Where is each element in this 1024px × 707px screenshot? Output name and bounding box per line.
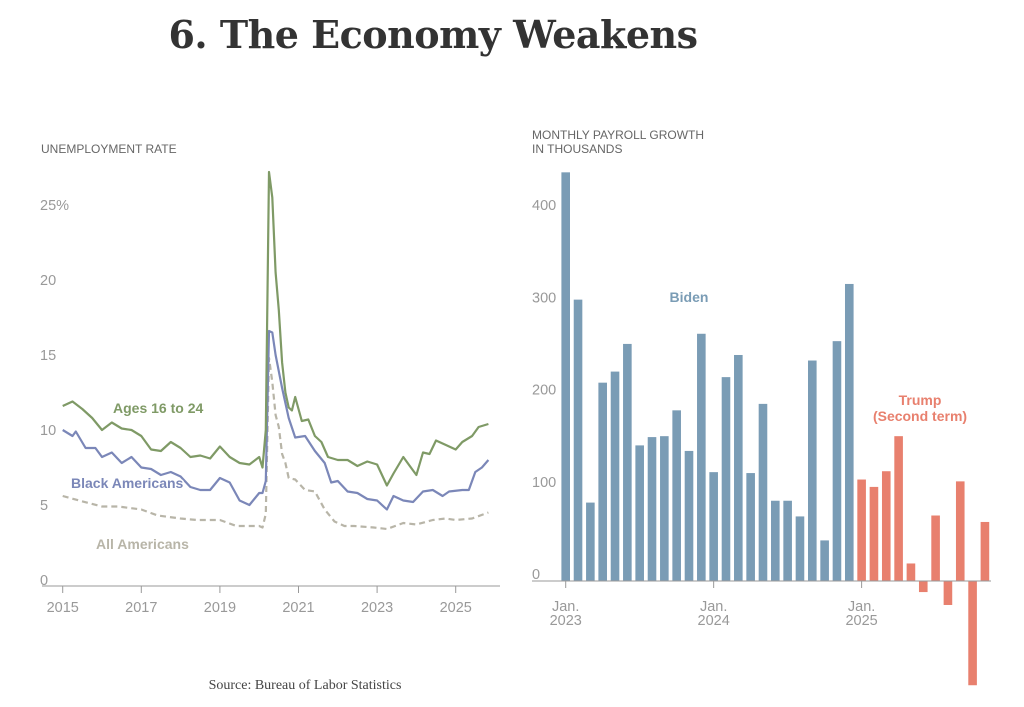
x-tick-label: 2023 — [361, 600, 393, 616]
series-label-youth: Ages 16 to 24 — [113, 400, 203, 416]
bar-2025-06 — [918, 581, 928, 593]
bar-2023-07 — [635, 445, 644, 581]
bar-2025-08 — [943, 581, 953, 605]
y-tick-label: 400 — [532, 198, 556, 214]
x-tick-label: 2021 — [282, 600, 314, 616]
x-tick-year: 2025 — [845, 613, 877, 629]
bar-2025-10 — [968, 581, 977, 686]
bar-2023-05 — [610, 371, 620, 581]
source-note: Source: Bureau of Labor Statistics — [208, 678, 402, 693]
bar-2024-07 — [783, 500, 792, 581]
bar-2023-03 — [586, 502, 595, 581]
right-chart-title-line1: MONTHLY PAYROLL GROWTH — [532, 128, 704, 142]
series-line-black-americans — [62, 329, 490, 511]
unemployment-chart: 0 5 10 15 20 25% 2015 2017 2019 2021 2023 2025 — [40, 170, 500, 616]
bar-2025-02 — [869, 486, 879, 581]
x-tick-label: 2019 — [204, 600, 236, 616]
bar-2023-12 — [697, 333, 706, 581]
y-tick-label: 0 — [40, 573, 48, 589]
bar-2023-01 — [561, 172, 570, 581]
y-tick-label: 15 — [40, 348, 56, 364]
bar-2024-02 — [721, 377, 731, 581]
bar-2023-04 — [598, 382, 607, 581]
series-line-ages-16-to-24 — [62, 170, 489, 487]
bar-2024-06 — [771, 500, 780, 581]
bar-2024-11 — [832, 341, 842, 581]
bar-2023-08 — [647, 437, 657, 581]
x-tick-month: Jan. — [552, 599, 579, 615]
left-chart-title: UNEMPLOYMENT RATE — [41, 142, 177, 156]
bar-2023-02 — [573, 299, 583, 581]
x-tick-label: 2017 — [125, 600, 157, 616]
page-title: 6. The Economy Weakens — [168, 12, 698, 57]
y-tick-label: 10 — [40, 423, 56, 439]
bar-2024-05 — [758, 403, 768, 581]
series-label-trump-line2: (Second term) — [873, 408, 967, 424]
x-tick-label: 2015 — [47, 600, 79, 616]
y-tick-label: 25% — [40, 198, 69, 214]
bar-2025-04 — [894, 436, 903, 581]
bar-2023-11 — [684, 450, 694, 581]
bar-2024-03 — [734, 354, 743, 581]
bar-2023-09 — [660, 436, 669, 581]
x-tick-month: Jan. — [700, 599, 727, 615]
series-line-all-americans — [62, 356, 489, 531]
bar-2025-09 — [955, 481, 965, 581]
x-tick-year: 2024 — [698, 613, 730, 629]
bar-2024-09 — [808, 360, 817, 581]
bar-2024-01 — [709, 472, 718, 581]
series-label-all: All Americans — [96, 536, 189, 552]
bar-2023-10 — [672, 410, 681, 581]
y-tick-label: 100 — [532, 475, 556, 491]
bar-2024-04 — [746, 473, 755, 581]
bar-2025-07 — [931, 515, 940, 581]
series-label-biden: Biden — [670, 289, 709, 305]
bar-2025-05 — [906, 563, 916, 581]
bar-2023-06 — [623, 343, 632, 581]
bar-2024-08 — [795, 516, 805, 581]
x-tick-month: Jan. — [848, 599, 875, 615]
y-tick-label: 0 — [532, 567, 540, 583]
series-label-black: Black Americans — [71, 475, 184, 491]
bar-2025-11 — [980, 521, 990, 581]
x-tick-year: 2023 — [550, 613, 582, 629]
bar-2024-12 — [844, 283, 854, 581]
bar-2024-10 — [820, 540, 829, 581]
x-tick-label: 2025 — [440, 600, 472, 616]
y-tick-label: 5 — [40, 498, 48, 514]
right-chart-title-line2: IN THOUSANDS — [532, 142, 622, 156]
series-label-trump-line1: Trump — [899, 392, 942, 408]
y-tick-label: 200 — [532, 383, 556, 399]
bar-2025-03 — [881, 471, 891, 581]
y-tick-label: 300 — [532, 290, 556, 306]
y-tick-label: 20 — [40, 273, 56, 289]
bar-2025-01 — [857, 479, 866, 581]
